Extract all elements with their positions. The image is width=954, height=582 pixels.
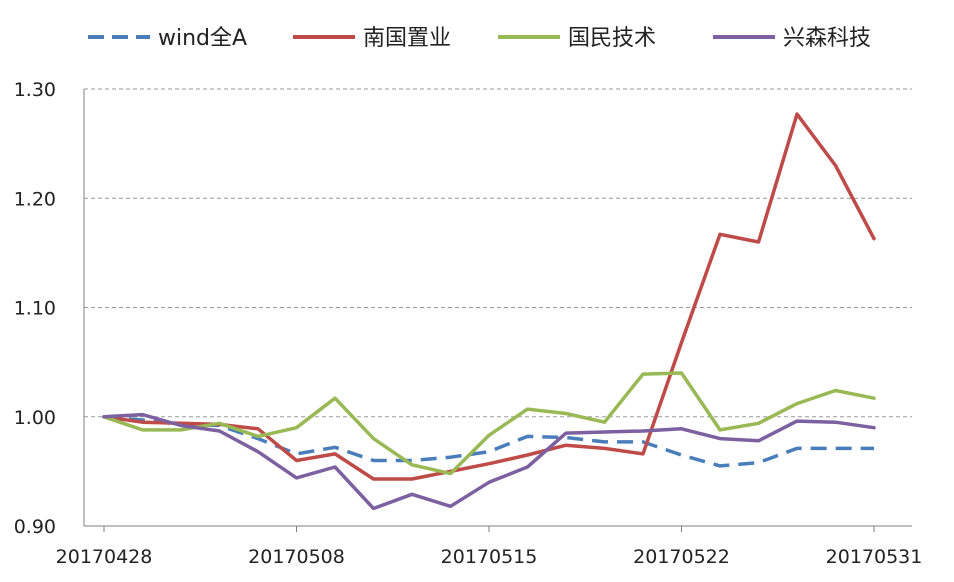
y-tick-label: 1.20 [14, 188, 56, 210]
legend-label: 国民技术 [568, 26, 656, 51]
x-tick-label: 20170522 [633, 546, 730, 568]
x-tick-label: 20170515 [441, 546, 538, 568]
series-line-2 [102, 371, 876, 476]
y-tick-label: 0.90 [14, 516, 56, 538]
y-tick-label: 1.00 [14, 407, 56, 429]
x-tick-label: 20170508 [248, 546, 345, 568]
y-tick-labels: 0.90 1.00 1.10 1.20 1.30 [14, 79, 56, 538]
axes [83, 89, 912, 532]
legend: wind全A 南国置业 国民技术 兴森科技 [88, 26, 871, 51]
x-tick-label: 20170428 [56, 546, 153, 568]
series-line-3 [102, 412, 876, 511]
x-tick-label: 20170531 [826, 546, 923, 568]
legend-label: 兴森科技 [783, 26, 871, 51]
series-lines [102, 112, 876, 511]
y-tick-label: 1.10 [14, 298, 56, 320]
series-line-0 [103, 415, 874, 468]
legend-label: wind全A [158, 26, 247, 51]
y-tick-label: 1.30 [14, 79, 56, 101]
gridlines [84, 88, 912, 418]
x-tick-labels: 20170428 20170508 20170515 20170522 20170531 [56, 546, 923, 568]
legend-label: 南国置业 [363, 26, 451, 51]
